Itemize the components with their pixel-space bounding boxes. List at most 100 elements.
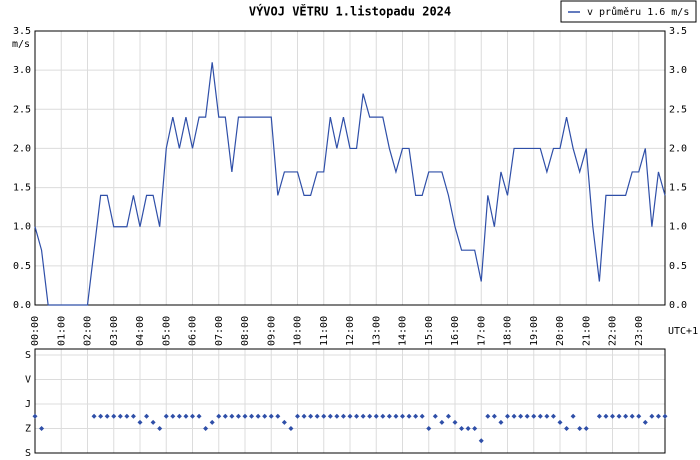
y-tick-label: 3.5 [13,26,31,37]
x-tick-label: 04:00 [135,316,146,346]
y-tick-label: 1.5 [13,183,31,194]
x-tick-label: 03:00 [109,316,120,346]
y-tick-label-right: 1.0 [669,222,687,233]
x-tick-label: 00:00 [30,316,41,346]
direction-point [596,413,602,419]
direction-point [190,413,195,419]
y-tick-label-right: 0.5 [669,261,687,272]
y-tick-label: V [25,375,31,386]
direction-point [222,413,228,419]
direction-point [32,413,38,419]
x-tick-label: 12:00 [345,316,356,346]
direction-point [636,413,642,419]
x-tick-label: 02:00 [83,316,94,346]
direction-point [603,413,609,419]
direction-point [327,413,333,419]
direction-point [262,413,268,419]
x-tick-label: 23:00 [634,316,645,346]
direction-point [176,413,182,419]
x-tick-label: 07:00 [214,316,225,346]
direction-point [321,413,327,419]
x-tick-label: 18:00 [503,316,514,346]
direction-point [347,413,353,419]
x-tick-label: 22:00 [608,316,619,346]
direction-point [511,413,517,419]
direction-point [478,438,484,444]
legend: v průměru 1.6 m/s [560,0,697,23]
direction-point [498,419,504,425]
direction-point [485,413,491,419]
direction-point [577,426,583,431]
direction-point [649,413,655,419]
direction-point [91,413,97,419]
direction-point [564,426,570,431]
y-tick-label-right: 3.5 [669,26,687,37]
y-tick-label: 1.0 [13,222,31,233]
direction-point [104,413,110,419]
direction-point [295,413,300,419]
direction-point [426,426,432,431]
direction-point [465,426,471,431]
direction-point [124,413,130,419]
direction-point [537,413,543,419]
y-tick-label: 2.5 [13,104,31,115]
plot-frame [34,348,666,454]
direction-point [275,413,281,419]
direction-point [373,413,379,419]
direction-point [413,413,419,419]
direction-point [524,413,530,419]
direction-point [163,413,169,419]
direction-point [334,413,340,419]
direction-point [472,426,478,431]
direction-point [557,419,563,425]
direction-point [249,413,255,419]
x-tick-label: 15:00 [424,316,435,346]
legend-box [560,0,697,23]
direction-point [439,419,445,425]
direction-point [242,413,248,419]
y-tick-label-right: 2.5 [669,104,687,115]
direction-point [203,426,209,431]
direction-point [235,413,241,419]
direction-point [157,426,163,431]
direction-point [550,413,556,419]
y-tick-label: 0.0 [13,300,31,311]
direction-point [452,419,458,425]
y-tick-label-right: 1.5 [669,183,687,194]
direction-point [505,413,510,419]
x-tick-label: 17:00 [476,316,487,346]
direction-point [583,426,589,431]
direction-point [610,413,615,419]
direction-point [255,413,261,419]
direction-point [459,426,465,431]
direction-point [445,413,451,419]
direction-point [393,413,399,419]
direction-point [216,413,222,419]
direction-point [531,413,537,419]
x-tick-label: 08:00 [240,316,251,346]
direction-point [183,413,189,419]
y-tick-label: 3.0 [13,65,31,76]
plot-frame [34,30,666,306]
x-axis-note: UTC+1 [668,326,698,337]
x-tick-label: 16:00 [450,316,461,346]
direction-point [386,413,392,419]
direction-point [268,413,274,419]
direction-point [380,413,386,419]
direction-point [170,413,176,419]
direction-point [117,413,123,419]
y-tick-label: S [25,448,31,459]
x-tick-label: 10:00 [293,316,304,346]
direction-point [308,413,314,419]
direction-point [39,426,45,431]
direction-point [518,413,524,419]
direction-point [98,413,104,419]
x-tick-label: 13:00 [371,316,382,346]
x-tick-label: 11:00 [319,316,330,346]
y-tick-label: Z [25,424,31,435]
wind-speed-line [34,62,666,306]
x-tick-label: 09:00 [266,316,277,346]
x-tick-label: 19:00 [529,316,540,346]
direction-point [150,419,156,425]
